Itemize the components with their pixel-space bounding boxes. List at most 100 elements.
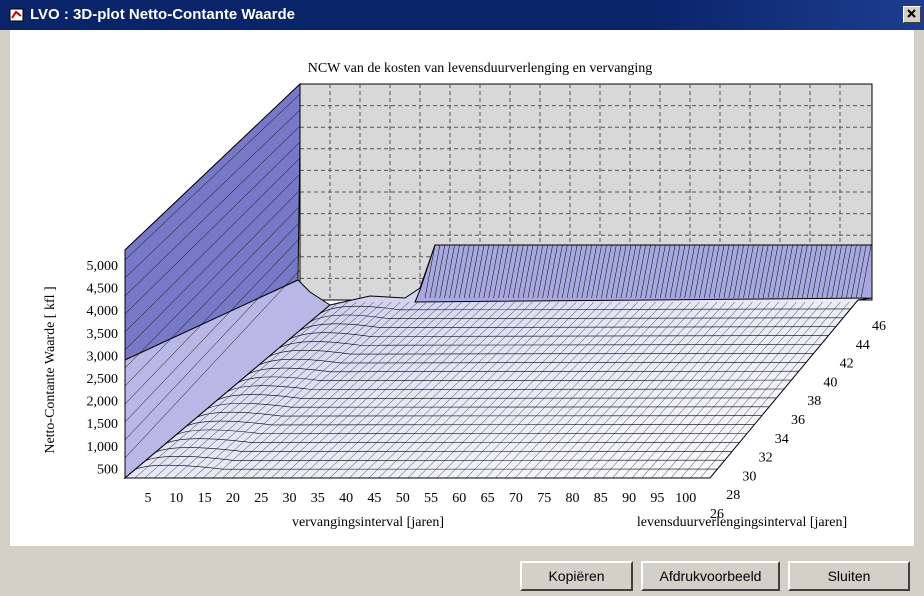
plateau-hatch [689, 244, 700, 299]
plateau-hatch [836, 244, 847, 299]
close-button[interactable] [903, 6, 921, 23]
app-icon [9, 8, 24, 22]
plateau-hatch [488, 244, 499, 299]
wall-hatch [124, 253, 301, 441]
mesh-col [154, 301, 357, 479]
mesh-col [241, 301, 436, 479]
plateau-hatch [517, 244, 529, 299]
mesh-lines [124, 93, 872, 479]
dialog-button[interactable]: Afdrukvoorbeeld [641, 561, 780, 591]
wall-hatch [124, 221, 301, 405]
y-tick-label: 2,500 [87, 372, 119, 387]
mesh-col [417, 301, 595, 479]
dialog-button[interactable]: Sluiten [788, 561, 910, 591]
plateau-hatch [664, 244, 676, 299]
plateau-hatch [537, 244, 548, 299]
x-tick-label: 60 [452, 491, 466, 506]
mesh-col [212, 301, 410, 479]
mesh-col [436, 301, 612, 479]
plateau-hatch [645, 244, 656, 299]
mesh-col [446, 301, 621, 479]
plateau-hatch [753, 244, 764, 299]
z-tick-label: 44 [856, 338, 870, 353]
z-tick-label: 36 [791, 413, 805, 428]
plateau-hatch [806, 244, 818, 299]
plateau-hatch [738, 244, 749, 299]
x-tick-label: 45 [367, 491, 381, 506]
mesh-col [378, 301, 559, 479]
mesh-col [651, 301, 806, 479]
window-title: LVO : 3D-plot Netto-Contante Waarde [30, 6, 295, 23]
mesh-col [485, 301, 656, 479]
plateau-hatch [434, 244, 446, 299]
mesh-row [319, 305, 851, 314]
plateau-hatch [444, 244, 455, 299]
plateau-hatch [777, 244, 789, 299]
plateau-hatch [792, 244, 803, 299]
plateau-hatch [821, 244, 833, 299]
x-tick-label: 20 [226, 491, 240, 506]
z-tick-label: 42 [840, 357, 854, 372]
mesh-row [165, 438, 740, 444]
plateau-hatch [640, 244, 651, 299]
mesh-col [271, 301, 463, 479]
y-tick-label: 500 [97, 462, 118, 477]
mesh-col [514, 301, 683, 479]
plateau-hatch [483, 244, 495, 299]
plateau-hatch [767, 244, 779, 299]
plateau-hatch [503, 244, 514, 299]
mesh-col [144, 301, 348, 479]
left-wall-surface [124, 82, 301, 361]
mesh-col [319, 301, 507, 479]
plateau-hatch [468, 244, 480, 299]
plateau-hatch [674, 244, 686, 299]
wall-hatch [124, 93, 301, 261]
z-axis-label: levensduurverlengingsinterval [jaren] [637, 515, 847, 530]
plateau-hatch [463, 244, 475, 299]
plateau-hatch [552, 244, 563, 299]
y-tick-label: 1,000 [87, 440, 119, 455]
mesh-col [670, 301, 823, 479]
plateau-hatch [596, 244, 607, 299]
mesh-col [495, 301, 665, 479]
mesh-col [524, 301, 691, 479]
wall-hatch [124, 109, 301, 279]
plateau-hatch [610, 244, 622, 299]
mesh-col [339, 301, 524, 479]
plateau-hatch [493, 244, 504, 299]
plateau-hatch [694, 244, 705, 299]
plateau-hatch [439, 244, 450, 299]
plateau-hatch [811, 244, 823, 299]
y-axis-label: Netto-Contante Waarde [ kfl ] [43, 286, 58, 453]
mesh-col [193, 301, 392, 479]
plateau-hatch [591, 244, 602, 299]
mesh-row [278, 341, 822, 349]
x-tick-label: 15 [198, 491, 212, 506]
mesh-row [268, 350, 814, 358]
mesh-col [534, 301, 700, 479]
plateau-hatch [532, 244, 544, 299]
x-tick-label: 30 [283, 491, 297, 506]
mesh-col [388, 301, 568, 479]
y-tick-label: 4,500 [87, 282, 119, 297]
x-tick-label: 100 [675, 491, 696, 506]
mesh-col [563, 301, 727, 479]
mesh-col [427, 301, 603, 479]
dialog-button[interactable]: Kopiëren [520, 561, 633, 591]
mesh-col [690, 301, 841, 479]
mesh-row [206, 403, 770, 410]
plateau-hatch [630, 244, 642, 299]
plateau-hatch [851, 244, 862, 299]
mesh-row [145, 456, 725, 461]
title-bar: LVO : 3D-plot Netto-Contante Waarde [0, 0, 924, 30]
mesh-row [247, 367, 799, 375]
mesh-col [232, 301, 427, 479]
plateau-hatch [846, 244, 857, 299]
plateau-hatch [625, 244, 637, 299]
plateau-hatch [855, 244, 867, 299]
mesh-col [261, 301, 454, 479]
plateau-hatch [650, 244, 661, 299]
chart-title: NCW van de kosten van levensduurverlengi… [308, 61, 653, 76]
plateau-hatch [571, 244, 583, 299]
